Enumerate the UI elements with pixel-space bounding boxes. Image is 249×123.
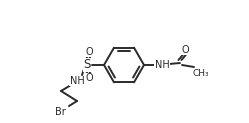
Text: S: S	[83, 59, 91, 71]
Text: NH: NH	[155, 60, 169, 70]
Text: O: O	[181, 45, 189, 55]
Text: Br: Br	[55, 107, 65, 117]
Text: NH: NH	[70, 76, 84, 86]
Text: O: O	[85, 73, 93, 83]
Text: CH₃: CH₃	[193, 69, 209, 77]
Text: O: O	[85, 47, 93, 57]
